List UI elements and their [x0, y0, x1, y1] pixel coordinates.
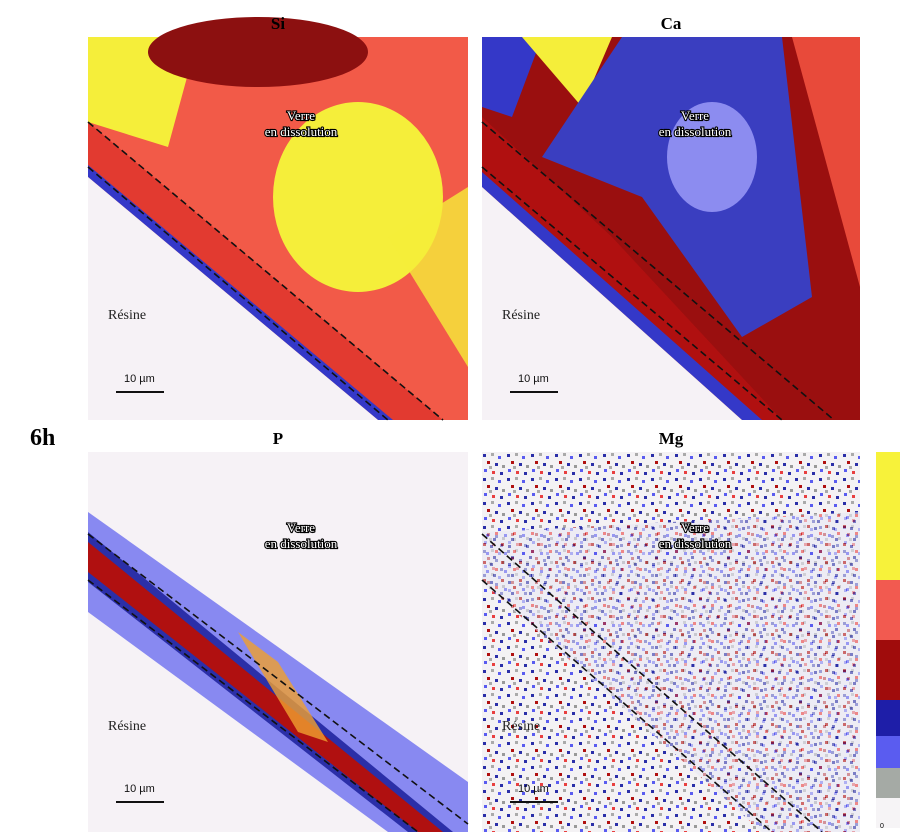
panel: Ca Verre en dissolution Résine 10 µm: [481, 14, 860, 421]
panel-title: Ca: [661, 14, 682, 33]
colorbar-label: 0: [880, 823, 884, 830]
scale-bar-label: 10 µm: [124, 783, 155, 795]
panel-title: Si: [271, 14, 285, 33]
scale-bar-label: 10 µm: [518, 373, 549, 385]
annotation: en dissolution: [265, 536, 338, 551]
scale-bar-label: 10 µm: [518, 783, 549, 795]
region-label: Résine: [108, 308, 146, 323]
annotation: en dissolution: [659, 124, 732, 139]
region-label: Résine: [502, 308, 540, 323]
panel-title: P: [273, 429, 283, 448]
panel-title: Mg: [659, 429, 684, 448]
annotation: Verre: [287, 108, 315, 123]
region-label: Résine: [502, 719, 540, 734]
panel: Mg Verre en dissolution Résine 10 µm: [481, 429, 860, 832]
annotation: Verre: [681, 520, 709, 535]
annotation: Verre: [681, 108, 709, 123]
panel: Si Verre en dissolution Résine 10 µm: [87, 14, 468, 421]
annotation: en dissolution: [265, 124, 338, 139]
region-label: Résine: [108, 719, 146, 734]
figure-label: 6h: [30, 425, 55, 451]
annotation: Verre: [287, 520, 315, 535]
annotation: en dissolution: [659, 536, 732, 551]
colorbar: 0: [876, 452, 900, 830]
scale-bar-label: 10 µm: [124, 373, 155, 385]
panel: P Verre en dissolution Résine 10 µm: [87, 429, 469, 832]
